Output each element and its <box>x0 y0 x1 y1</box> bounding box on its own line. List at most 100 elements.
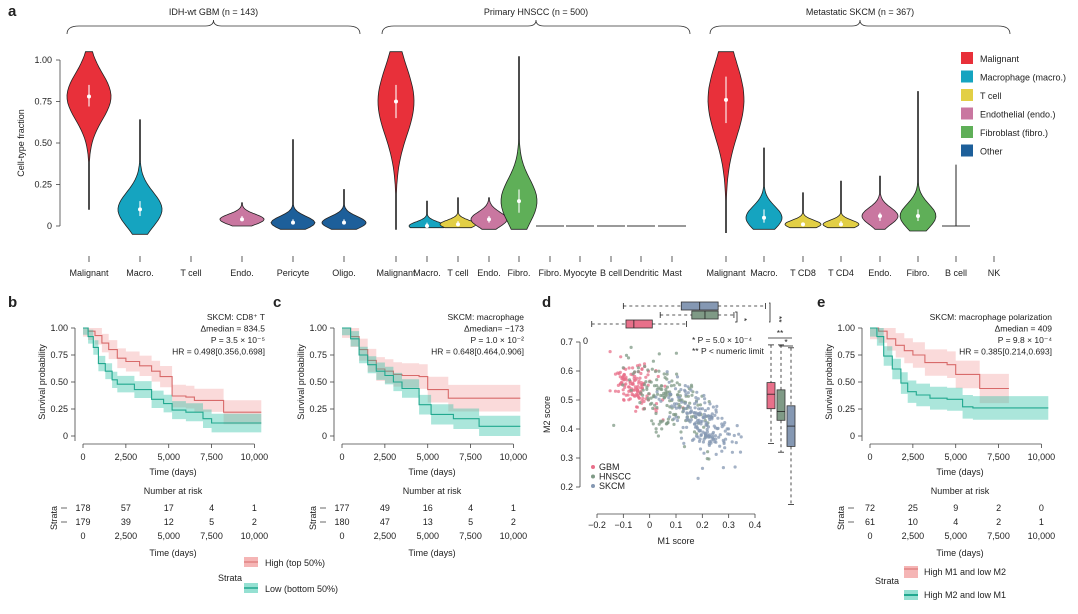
scatter-point-skcm <box>712 424 716 428</box>
scatter-point-skcm <box>679 436 684 440</box>
scatter-point-hnscc <box>653 369 658 374</box>
y-tick-label: 0 <box>47 221 52 231</box>
annotation-line: HR = 0.648[0.464,0.906] <box>431 347 524 357</box>
scatter-point-skcm <box>732 433 736 438</box>
legend-swatch <box>961 52 973 64</box>
y-tick-label: 0.7 <box>560 337 573 347</box>
scatter-point-gbm <box>640 386 644 390</box>
risk-count: 179 <box>75 517 90 527</box>
scatter-point-hnscc <box>672 422 676 426</box>
scatter-point-hnscc <box>652 393 656 397</box>
legend-swatch <box>961 70 973 83</box>
scatter-point-hnscc <box>668 399 672 403</box>
x-tick-label: 2,500 <box>374 452 397 462</box>
x-tick-label: 5,000 <box>157 452 180 462</box>
scatter-point-gbm <box>634 405 639 409</box>
scatter-point-hnscc <box>642 383 647 387</box>
scatter-point-gbm <box>634 409 638 413</box>
scatter-point-hnscc <box>636 366 641 370</box>
ci-band-low <box>83 328 262 433</box>
scatter-point-skcm <box>730 440 734 444</box>
scatter-point-skcm <box>694 400 699 404</box>
x-tick-label: Malignant <box>706 268 746 278</box>
y-axis-label: M2 score <box>542 396 552 433</box>
legend-swatch <box>961 144 973 157</box>
violin-median <box>517 199 521 204</box>
panel-letter-c: c <box>273 294 281 311</box>
scatter-point-hnscc <box>665 385 670 389</box>
scatter-point-skcm <box>714 410 718 414</box>
scatter-point-skcm <box>686 404 690 408</box>
scatter-point-skcm <box>683 389 687 394</box>
risk-count: 61 <box>865 517 875 527</box>
scatter-point-skcm <box>721 466 726 470</box>
scatter-point-gbm <box>644 375 648 379</box>
legend-label: Macrophage (macro.) <box>980 73 1066 83</box>
scatter-point-hnscc <box>649 396 653 400</box>
x-tick-label: 7,500 <box>459 452 482 462</box>
scatter-point-hnscc <box>650 367 654 371</box>
scatter-point-skcm <box>692 422 697 426</box>
risk-time: 0 <box>867 531 872 541</box>
scatter-point-hnscc <box>651 406 655 410</box>
x-tick-label: 7,500 <box>987 452 1010 462</box>
y-tick-label: 0 <box>322 431 327 441</box>
risk-count: 2 <box>252 517 257 527</box>
scatter-point-hnscc <box>655 378 659 382</box>
annotation-line: Δmedian= −173 <box>464 324 524 334</box>
scatter-point-hnscc <box>660 427 664 431</box>
violin <box>321 189 367 230</box>
scatter-point-skcm <box>716 416 720 420</box>
scatter-point-gbm <box>616 383 621 387</box>
y-tick-label: 0.4 <box>560 424 573 434</box>
y-tick-label: 0.2 <box>560 482 573 492</box>
scatter-point-skcm <box>681 409 686 413</box>
scatter-point-skcm <box>675 402 679 406</box>
x-axis-label: M1 score <box>657 536 694 546</box>
risk-count: 2 <box>996 517 1001 527</box>
scatter-point-skcm <box>708 402 712 406</box>
legend-label: T cell <box>980 91 1001 101</box>
scatter-point-skcm <box>675 375 680 379</box>
x-tick-label: Dendritic <box>623 268 659 278</box>
scatter-point-skcm <box>675 415 679 419</box>
violin-median <box>878 214 882 219</box>
x-tick-label: T CD4 <box>828 268 854 278</box>
violin-median <box>394 99 398 104</box>
scatter-point-skcm <box>694 396 698 400</box>
risk-xlabel: Time (days) <box>936 548 983 558</box>
scatter-point-gbm <box>635 389 640 393</box>
risk-count: 17 <box>164 503 174 513</box>
scatter-point-skcm <box>713 413 717 417</box>
scatter-point-gbm <box>633 385 637 389</box>
panel-letter-a: a <box>8 3 17 20</box>
scatter-point-hnscc <box>657 422 661 426</box>
scatter-point-skcm <box>707 416 711 420</box>
y-axis-label: Survival probability <box>824 344 834 420</box>
violin <box>439 197 477 229</box>
y-tick-label: 0.25 <box>34 180 52 190</box>
risk-time: 7,500 <box>200 531 223 541</box>
scatter-point-hnscc <box>665 393 669 397</box>
scatter-point-gbm <box>632 394 636 398</box>
scatter-point-skcm <box>699 420 703 424</box>
scatter-point-hnscc <box>621 366 625 370</box>
x-axis-label: Time (days) <box>936 467 983 477</box>
scatter-point-hnscc <box>654 411 658 416</box>
scatter-point-hnscc <box>654 430 658 434</box>
scatter-point-skcm <box>682 441 686 445</box>
scatter-point-gbm <box>622 392 626 396</box>
scatter-point-hnscc <box>659 393 663 398</box>
risk-time: 10,000 <box>500 531 528 541</box>
risk-time: 7,500 <box>459 531 482 541</box>
scatter-point-gbm <box>631 366 635 370</box>
violin-median <box>916 214 920 219</box>
scatter-point-gbm <box>616 371 620 375</box>
x-tick-label: 10,000 <box>241 452 269 462</box>
scatter-point-gbm <box>663 384 667 388</box>
sig-bracket <box>769 302 771 323</box>
risk-count: 2 <box>996 503 1001 513</box>
scatter-point-skcm <box>668 392 672 396</box>
scatter-point-hnscc <box>651 359 656 363</box>
ci-band-high <box>342 328 521 412</box>
